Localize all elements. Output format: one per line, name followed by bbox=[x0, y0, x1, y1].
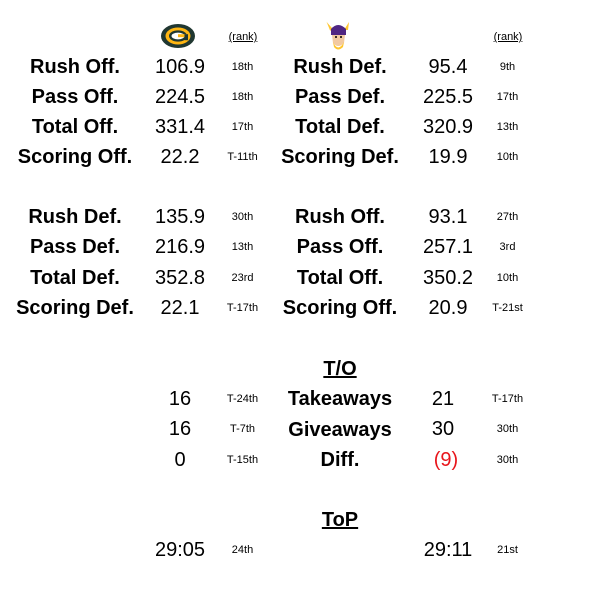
block2-right-rank: 10th bbox=[496, 272, 519, 284]
to-right-rank: 30th bbox=[496, 423, 519, 435]
top-left-rank: 24th bbox=[231, 544, 254, 556]
block2-left-rank: 13th bbox=[231, 241, 254, 253]
block2-left-value: 22.1 bbox=[160, 297, 200, 319]
block1-left-value: 331.4 bbox=[154, 116, 206, 138]
block2-left-value: 352.8 bbox=[154, 267, 206, 289]
block1-left-value: 22.2 bbox=[160, 146, 200, 168]
block1-right-value: 95.4 bbox=[428, 56, 468, 78]
block2-right-rank: T-21st bbox=[492, 302, 523, 314]
block2-left-label: Rush Def. bbox=[28, 206, 122, 228]
block2-right-value: 257.1 bbox=[422, 236, 474, 258]
block1-right-label: Pass Def. bbox=[294, 86, 386, 108]
block1-left-rank: T-11th bbox=[227, 151, 258, 163]
block1-right-label: Scoring Def. bbox=[281, 146, 399, 168]
top-right-value: 29:11 bbox=[423, 539, 473, 561]
block1-right-rank: 13th bbox=[496, 121, 519, 133]
to-label: Takeaways bbox=[287, 388, 393, 410]
to-right-value: 21 bbox=[431, 388, 455, 410]
block1-right-label: Total Def. bbox=[295, 116, 385, 138]
block2-left-label: Scoring Def. bbox=[16, 297, 134, 319]
left-rank-header: (rank) bbox=[228, 31, 258, 43]
to-label: Diff. bbox=[320, 449, 360, 471]
block1-left-value: 224.5 bbox=[154, 86, 206, 108]
top-heading: ToP bbox=[321, 509, 359, 531]
block1-left-label: Scoring Off. bbox=[17, 146, 133, 168]
block1-right-label: Rush Def. bbox=[293, 56, 387, 78]
to-right-rank: T-17th bbox=[491, 393, 524, 405]
block2-right-value: 20.9 bbox=[428, 297, 468, 319]
block2-right-rank: 3rd bbox=[499, 241, 516, 253]
block1-right-rank: 10th bbox=[496, 151, 519, 163]
block1-right-rank: 9th bbox=[499, 61, 516, 73]
block1-left-label: Rush Off. bbox=[30, 56, 120, 78]
block2-right-label: Pass Off. bbox=[296, 236, 384, 258]
vikings-logo-icon bbox=[323, 17, 353, 58]
block2-left-rank: T-17th bbox=[226, 302, 259, 314]
block2-left-rank: 30th bbox=[231, 211, 254, 223]
top-right-rank: 21st bbox=[497, 544, 518, 556]
to-left-rank: T-24th bbox=[226, 393, 259, 405]
to-left-rank: T-15th bbox=[226, 454, 259, 466]
block1-right-value: 19.9 bbox=[428, 146, 468, 168]
top-left-value: 29:05 bbox=[154, 539, 206, 561]
block1-left-rank: 17th bbox=[231, 121, 254, 133]
block1-right-value: 225.5 bbox=[422, 86, 474, 108]
block1-left-label: Total Off. bbox=[31, 116, 119, 138]
to-left-rank: T-7th bbox=[229, 423, 256, 435]
block2-left-value: 135.9 bbox=[154, 206, 206, 228]
right-rank-header: (rank) bbox=[493, 31, 523, 43]
to-right-rank: 30th bbox=[496, 454, 519, 466]
to-diff-right-value: (9) bbox=[433, 449, 459, 471]
block1-left-value: 106.9 bbox=[154, 56, 206, 78]
block1-left-label: Pass Off. bbox=[31, 86, 119, 108]
block1-left-rank: 18th bbox=[231, 61, 254, 73]
packers-logo-icon bbox=[160, 23, 196, 54]
block1-right-value: 320.9 bbox=[422, 116, 474, 138]
to-label: Giveaways bbox=[288, 419, 392, 441]
block2-right-value: 350.2 bbox=[422, 267, 474, 289]
block2-right-label: Total Off. bbox=[296, 267, 384, 289]
block2-right-label: Scoring Off. bbox=[282, 297, 398, 319]
block2-left-label: Total Def. bbox=[30, 267, 120, 289]
turnovers-heading: T/O bbox=[323, 358, 357, 380]
block1-left-rank: 18th bbox=[231, 91, 254, 103]
block2-left-value: 216.9 bbox=[154, 236, 206, 258]
to-left-value: 0 bbox=[174, 449, 186, 471]
block2-left-label: Pass Def. bbox=[29, 236, 121, 258]
block2-right-value: 93.1 bbox=[428, 206, 468, 228]
block2-right-rank: 27th bbox=[496, 211, 519, 223]
block2-left-rank: 23rd bbox=[231, 272, 254, 284]
block2-right-label: Rush Off. bbox=[295, 206, 385, 228]
to-left-value: 16 bbox=[168, 388, 192, 410]
to-right-value: 30 bbox=[431, 418, 455, 440]
block1-right-rank: 17th bbox=[496, 91, 519, 103]
to-left-value: 16 bbox=[168, 418, 192, 440]
